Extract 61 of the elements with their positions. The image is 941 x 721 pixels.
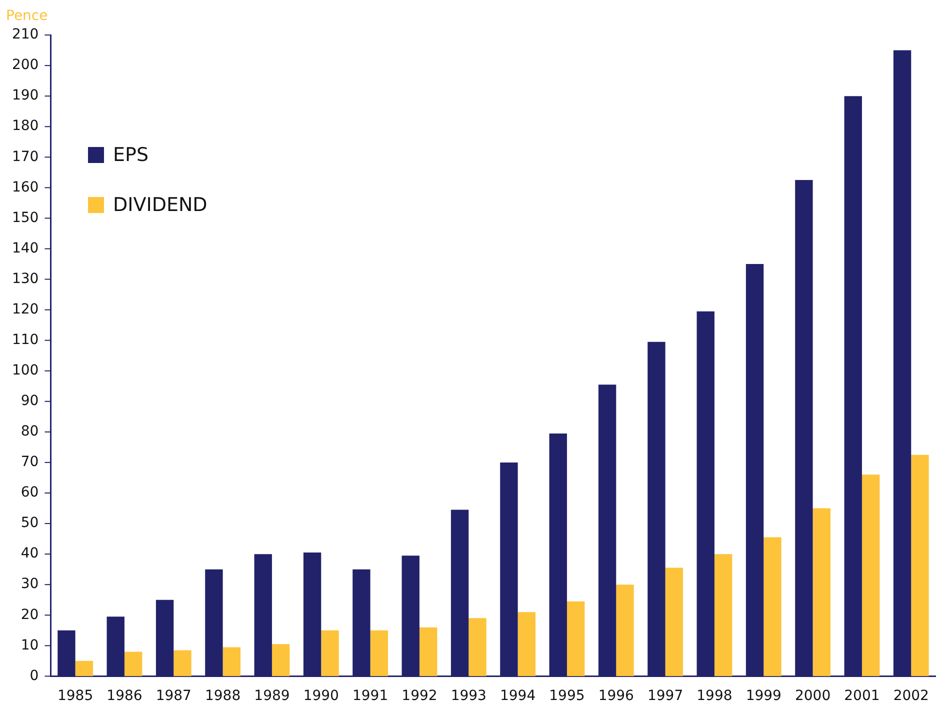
x-tick-label: 1995 <box>549 688 585 704</box>
bar <box>370 630 388 676</box>
legend-label: EPS <box>113 144 149 166</box>
x-tick-label: 1999 <box>746 688 782 704</box>
y-tick-label: 200 <box>12 57 39 74</box>
x-tick-label: 1994 <box>500 688 536 704</box>
x-tick-label: 2001 <box>844 688 880 704</box>
bar <box>419 627 438 676</box>
y-tick-label: 110 <box>12 332 39 348</box>
y-axis-title: Pence <box>6 8 48 24</box>
bar <box>468 618 486 676</box>
legend-label: DIVIDEND <box>113 194 208 216</box>
y-tick-label: 90 <box>20 393 39 410</box>
bar <box>665 568 683 676</box>
y-tick-label: 60 <box>20 484 39 501</box>
bar <box>321 630 339 676</box>
bar <box>764 537 782 676</box>
y-tick-label: 30 <box>20 576 39 592</box>
x-tick-label: 1998 <box>696 688 732 704</box>
x-tick-label: 1988 <box>204 688 241 704</box>
y-tick-label: 130 <box>12 270 39 287</box>
bar <box>222 647 241 676</box>
bar <box>616 584 634 676</box>
x-tick-label: 1987 <box>156 688 192 704</box>
x-tick-label: 1997 <box>647 688 684 704</box>
bar <box>911 454 929 676</box>
y-tick-label: 190 <box>12 88 39 104</box>
bar <box>812 508 830 676</box>
x-tick-label: 1986 <box>106 688 142 704</box>
y-tick-label: 160 <box>12 179 39 196</box>
x-tick-label: 1992 <box>402 688 438 704</box>
y-tick-label: 70 <box>20 454 39 470</box>
y-tick-label: 170 <box>12 148 39 165</box>
y-tick-label: 180 <box>12 118 39 134</box>
y-tick-label: 0 <box>30 668 39 684</box>
y-tick-label: 20 <box>20 606 39 623</box>
x-tick-label: 1991 <box>352 688 388 704</box>
bar <box>714 554 732 676</box>
bar <box>124 652 142 676</box>
bar <box>174 650 192 676</box>
bar <box>75 660 94 676</box>
y-tick-label: 80 <box>20 424 39 440</box>
x-tick-label: 1990 <box>303 688 339 704</box>
y-tick-label: 10 <box>20 637 39 654</box>
x-tick-label: 1996 <box>598 688 634 704</box>
x-tick-label: 2000 <box>794 688 831 704</box>
x-tick-label: 1989 <box>254 688 290 704</box>
bar <box>566 601 585 676</box>
y-tick-label: 150 <box>12 210 39 226</box>
y-tick-label: 50 <box>20 515 39 532</box>
x-tick-label: 1985 <box>57 688 94 704</box>
x-tick-label: 2002 <box>893 688 929 704</box>
y-tick-label: 120 <box>12 301 39 318</box>
bar <box>862 474 880 676</box>
y-tick-label: 100 <box>12 362 39 379</box>
y-tick-label: 140 <box>12 240 39 256</box>
y-tick-label: 40 <box>20 546 39 562</box>
y-tick-label: 210 <box>12 26 39 43</box>
bar <box>272 644 290 676</box>
x-tick-label: 1993 <box>450 688 486 704</box>
bar <box>518 612 536 676</box>
